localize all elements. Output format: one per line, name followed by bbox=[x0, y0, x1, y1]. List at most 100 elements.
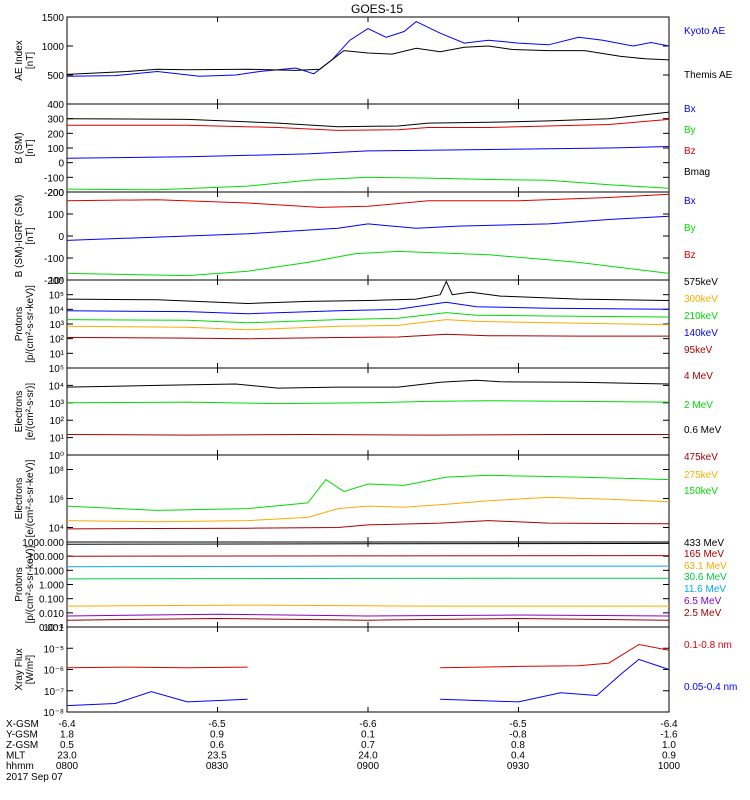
panel-ae: 500 1000 1500 AE Index [nT] Kyoto AE Themis AE bbox=[14, 13, 733, 105]
x-axis-value: 0.9 bbox=[662, 751, 676, 762]
series-line-kyoto-ae bbox=[66, 21, 670, 77]
y-tick-label: 0.001 bbox=[39, 623, 64, 634]
legend-entry: Themis AE bbox=[684, 70, 733, 81]
series-line-bx bbox=[66, 146, 670, 159]
series-line-63-1-mev bbox=[66, 604, 669, 607]
y-axis-label: [W/m²] bbox=[25, 655, 36, 685]
x-axis-row-label: MLT bbox=[6, 751, 25, 762]
y-tick-label: 200 bbox=[47, 129, 64, 140]
y-tick-label: 500 bbox=[47, 71, 64, 82]
series-line-bx bbox=[66, 215, 670, 241]
date-label: 2017 Sep 07 bbox=[6, 772, 63, 783]
y-tick-label: 10⁰ bbox=[49, 451, 64, 462]
series-line-0-1-0-8-nm bbox=[440, 643, 670, 669]
x-axis-value: -0.8 bbox=[509, 730, 527, 741]
panel-frame bbox=[66, 279, 670, 369]
x-axis-value: -6.5 bbox=[509, 719, 527, 730]
series-line-bz bbox=[67, 118, 670, 131]
series-line-0-05-0-4-nm bbox=[440, 658, 670, 703]
y-axis-label: Xray Flux bbox=[14, 648, 25, 690]
y-tick-label: 1.000 bbox=[39, 581, 64, 592]
legend-entry: Bmag bbox=[684, 167, 710, 178]
y-tick-label: -200 bbox=[44, 188, 64, 199]
panel-frame bbox=[66, 626, 670, 713]
panel-frame bbox=[66, 541, 670, 628]
panel-protons1: 10¹ 10² 10³ 10⁴ 10⁵ 10⁶ Protons [p/(cm²-s-sr-ke… bbox=[14, 276, 718, 369]
y-tick-label: 10¹ bbox=[50, 434, 65, 445]
y-tick-label: 10¹ bbox=[50, 349, 65, 360]
y-axis-label: [e/(cm²-s-sr)] bbox=[25, 383, 36, 440]
legend-entry: 6.5 MeV bbox=[684, 596, 722, 607]
series-line-165-mev bbox=[66, 555, 670, 557]
legend-entry: 140keV bbox=[684, 328, 718, 339]
legend-entry: Bx bbox=[684, 196, 696, 207]
y-tick-label: 10⁻⁵ bbox=[43, 644, 64, 655]
x-axis-value: -6.4 bbox=[660, 719, 678, 730]
x-axis-value: 24.0 bbox=[358, 751, 378, 762]
x-axis-value: 0.4 bbox=[511, 751, 525, 762]
legend-entry: 0.05-0.4 nm bbox=[684, 682, 737, 693]
x-axis-value: 0.9 bbox=[210, 730, 224, 741]
legend-entry: 165 MeV bbox=[684, 549, 724, 560]
x-axis-value: 1.0 bbox=[662, 740, 676, 751]
series-line-300kev bbox=[66, 319, 670, 331]
panel-bigrf: -200 -100 0 100 200 B (SM)-IGRF (SM) [nT] Bx By B… bbox=[14, 188, 696, 287]
y-tick-label: 0 bbox=[58, 159, 64, 170]
y-axis-label: Protons bbox=[14, 567, 25, 601]
x-axis-value: 23.0 bbox=[57, 751, 77, 762]
legend-entry: 475keV bbox=[684, 452, 718, 463]
y-axis-label: Electrons bbox=[14, 391, 25, 433]
legend-entry: 0.1-0.8 nm bbox=[684, 640, 732, 651]
y-tick-label: 10³ bbox=[50, 399, 65, 410]
legend-entry: 275keV bbox=[684, 470, 718, 481]
legend-entry: 2 MeV bbox=[684, 400, 713, 411]
x-axis-table: X-GSM -6.4 -6.5 -6.6 -6.5 -6.4 Y-GSM 1.8 0.9 0.1 -… bbox=[6, 719, 681, 783]
x-axis-value: 0.8 bbox=[511, 740, 525, 751]
panel-electrons2: 10⁴ 10⁶ 10⁸ Electrons [e/(cm²-s-sr-keV)] 475k… bbox=[14, 452, 718, 543]
y-tick-label: 10⁸ bbox=[49, 466, 64, 477]
legend-entry: 575keV bbox=[684, 277, 718, 288]
x-axis-row-label: Z-GSM bbox=[6, 740, 38, 751]
x-axis-value: 0.6 bbox=[210, 740, 224, 751]
panel-frame bbox=[66, 16, 670, 105]
series-line-6-5-mev bbox=[66, 613, 670, 617]
y-axis-label: [e/(cm²-s-sr-keV)] bbox=[25, 459, 36, 537]
series-line-433-mev bbox=[66, 542, 670, 545]
legend-entry: 433 MeV bbox=[684, 538, 724, 549]
series-line-2-5-mev bbox=[66, 617, 670, 621]
legend-entry: 30.6 MeV bbox=[684, 572, 727, 583]
panel-bsm: -200 -100 0 100 200 300 400 B (SM) [nT] Bx By Bz Bma… bbox=[14, 100, 710, 199]
y-tick-label: 400 bbox=[47, 100, 64, 111]
x-axis-value: -1.6 bbox=[660, 730, 678, 741]
series-line-bmag bbox=[66, 111, 670, 128]
y-tick-label: 10⁵ bbox=[49, 364, 64, 375]
y-axis-label: [nT] bbox=[25, 139, 36, 156]
series-line-11-6-mev bbox=[66, 565, 669, 568]
y-tick-label: 10⁴ bbox=[49, 305, 64, 316]
page-title: GOES-15 bbox=[351, 2, 403, 16]
legend-entry: Bz bbox=[684, 146, 696, 157]
y-tick-label: 0.100 bbox=[39, 595, 64, 606]
y-tick-label: 10³ bbox=[50, 320, 65, 331]
x-axis-value: 0.7 bbox=[361, 740, 375, 751]
y-tick-label: 10⁴ bbox=[49, 381, 64, 392]
x-axis-row-label: X-GSM bbox=[6, 719, 39, 730]
x-axis-row-label: Y-GSM bbox=[6, 730, 38, 741]
y-axis-label: B (SM) bbox=[14, 132, 25, 163]
series-line-140kev bbox=[66, 301, 670, 315]
legend-entry: 210keV bbox=[684, 311, 718, 322]
series-line-275kev bbox=[66, 496, 670, 523]
y-tick-label: -200 bbox=[44, 276, 64, 287]
y-tick-label: 10⁻⁸ bbox=[43, 708, 64, 719]
y-tick-label: 10⁻⁷ bbox=[44, 687, 64, 698]
series-line-by bbox=[66, 176, 670, 191]
panel-frame bbox=[66, 367, 670, 456]
series-line-0-05-0-4-nm bbox=[66, 691, 248, 707]
series-line-0-6-mev bbox=[66, 379, 670, 389]
legend-entry: 0.6 MeV bbox=[684, 425, 722, 436]
legend-entry: Kyoto AE bbox=[684, 26, 725, 37]
y-tick-label: 10.000 bbox=[33, 566, 64, 577]
panel-protons2: 0.001 0.010 0.100 1.000 10.000 100.000 1000.00… bbox=[14, 538, 727, 634]
y-tick-label: 100 bbox=[47, 210, 64, 221]
